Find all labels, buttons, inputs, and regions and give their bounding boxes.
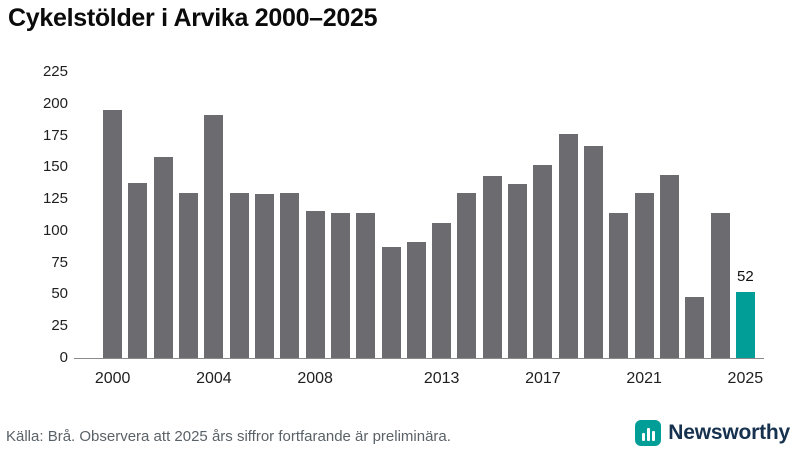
bar [280,192,300,358]
bar [229,192,249,358]
x-axis-tick-label: 2025 [727,370,764,387]
bar [255,194,274,358]
x-axis-line [74,358,764,359]
x-axis-tick-label: 2008 [297,370,333,387]
bar [634,192,654,358]
chart-title: Cykelstölder i Arvika 2000–2025 [8,4,378,32]
bar [128,182,148,358]
bar [584,145,603,358]
newsworthy-logo[interactable]: Newsworthy [635,420,790,446]
bar [710,213,730,358]
x-axis-tick-label: 2017 [525,370,561,387]
bar [558,134,578,358]
bar [381,247,401,358]
bar [609,213,629,358]
bar [153,157,173,358]
bar [533,164,553,358]
x-axis-tick-label: 2000 [94,370,131,387]
bar [659,174,679,358]
bar [432,223,452,358]
y-axis-tick-label: 150 [42,158,68,176]
y-axis-tick-label: 100 [42,221,68,239]
x-axis-tick-label: 2021 [626,370,662,387]
highlight-bar [735,291,755,358]
bar [356,213,376,358]
bar [103,110,123,358]
y-axis-tick-label: 25 [51,317,68,335]
source-note: Källa: Brå. Observera att 2025 års siffr… [6,428,451,445]
x-axis-tick-label: 2004 [196,370,232,387]
bar [179,192,199,358]
bar [204,115,224,358]
bar [406,242,426,358]
bar [685,296,705,358]
bar [482,176,502,358]
bar [330,213,350,358]
y-axis-tick-label: 50 [51,285,68,303]
y-axis-tick-label: 75 [51,253,68,271]
y-axis-tick-label: 225 [42,63,68,80]
y-axis-tick-label: 0 [59,349,68,366]
y-axis-tick-label: 125 [42,190,68,208]
bar [508,183,528,358]
bar-value-label: 52 [737,267,754,285]
bar [457,192,477,358]
y-axis-tick-label: 200 [42,94,68,112]
x-axis-tick-label: 2013 [423,370,460,387]
bar [305,210,325,358]
newsworthy-logo-text: Newsworthy [668,421,790,444]
bar-chart-icon [635,420,662,446]
y-axis-tick-label: 175 [42,126,68,144]
